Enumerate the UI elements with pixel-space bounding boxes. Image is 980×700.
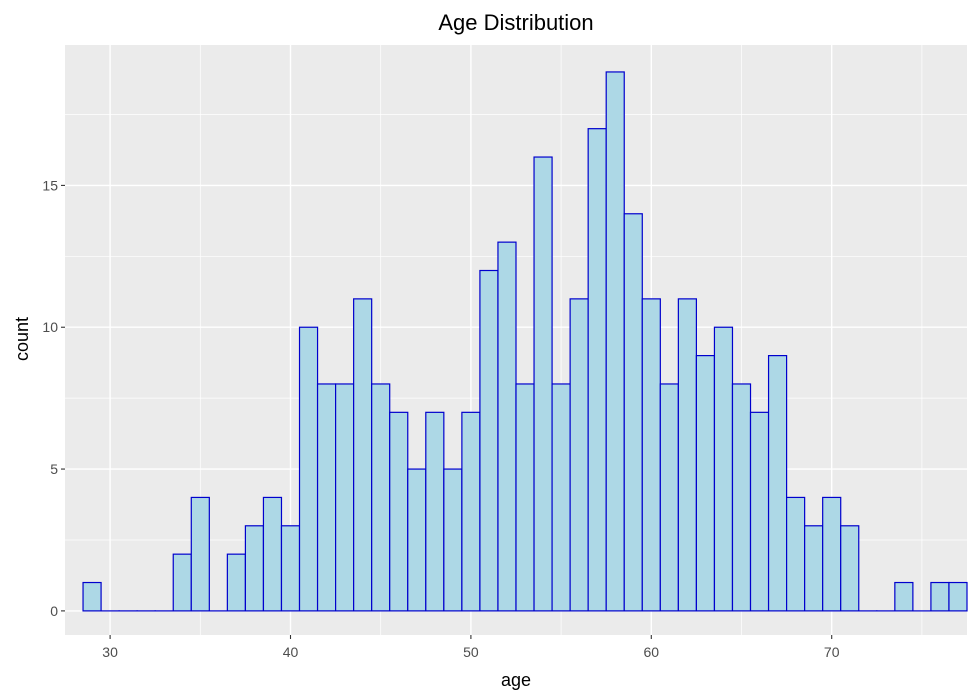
- y-tick-label: 15: [42, 177, 58, 193]
- chart-title: Age Distribution: [438, 10, 593, 35]
- histogram-bar: [948, 581, 968, 612]
- histogram-bar: [82, 581, 102, 612]
- histogram-bar: [298, 326, 319, 612]
- histogram-bar: [335, 383, 355, 612]
- histogram-bar: [280, 525, 301, 612]
- histogram-bar: [407, 468, 427, 612]
- histogram-bar: [840, 525, 860, 612]
- histogram-bar: [695, 355, 716, 612]
- histogram-bars: [82, 71, 968, 612]
- histogram-bar: [461, 411, 481, 612]
- histogram-bar: [894, 581, 914, 612]
- histogram-bar: [569, 298, 589, 612]
- histogram-bar: [623, 213, 643, 612]
- histogram-bar: [930, 581, 950, 612]
- y-axis-title: count: [12, 317, 32, 361]
- x-tick-label: 60: [644, 644, 660, 660]
- histogram-bar: [731, 383, 752, 612]
- y-tick-label: 5: [50, 461, 58, 477]
- histogram-bar: [443, 468, 463, 612]
- histogram-bar: [677, 298, 697, 612]
- histogram-bar: [767, 355, 788, 612]
- histogram-bar: [497, 241, 517, 612]
- histogram-bar: [244, 525, 265, 612]
- histogram-bar: [533, 156, 553, 612]
- x-tick-label: 70: [824, 644, 840, 660]
- histogram-bar: [316, 383, 337, 612]
- histogram-bar: [479, 269, 499, 612]
- histogram-bar: [785, 496, 806, 612]
- histogram-bar: [713, 326, 734, 612]
- x-tick-label: 50: [463, 644, 479, 660]
- histogram-bar: [551, 383, 571, 612]
- histogram-bar: [605, 71, 625, 612]
- histogram-bar: [587, 128, 607, 612]
- histogram-bar: [371, 383, 391, 612]
- histogram-bar: [353, 298, 373, 612]
- histogram-bar: [226, 553, 247, 612]
- histogram-bar: [822, 496, 842, 612]
- histogram-bar: [804, 525, 824, 612]
- histogram-bar: [659, 383, 679, 612]
- x-axis-ticks: 30 40 50 60 70: [102, 635, 840, 660]
- histogram-bar: [425, 411, 445, 612]
- histogram-bar: [749, 411, 770, 612]
- x-tick-label: 30: [102, 644, 118, 660]
- x-axis-title: age: [501, 670, 531, 690]
- histogram-bar: [641, 298, 661, 612]
- y-axis-ticks: 0 5 10 15: [42, 177, 65, 619]
- y-tick-label: 10: [42, 319, 58, 335]
- y-tick-label: 0: [50, 603, 58, 619]
- histogram-bar: [515, 383, 535, 612]
- histogram-bar: [389, 411, 409, 612]
- x-tick-label: 40: [283, 644, 299, 660]
- histogram-bar: [262, 496, 283, 612]
- histogram-bar: [172, 553, 192, 612]
- histogram-bar: [190, 496, 210, 612]
